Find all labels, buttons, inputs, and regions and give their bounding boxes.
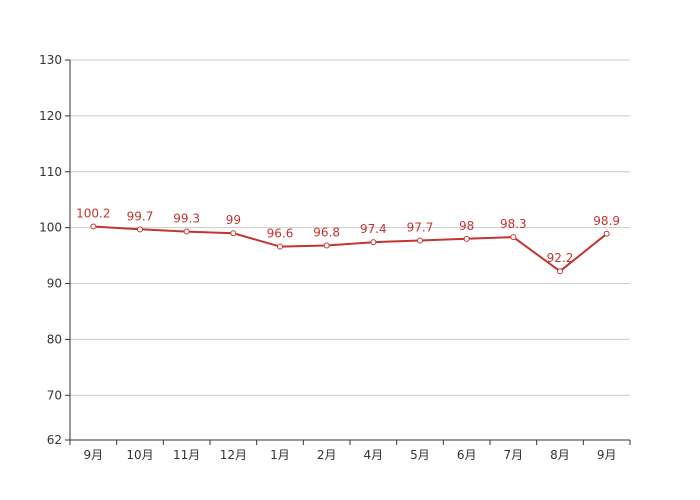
data-point [183,228,190,235]
data-label: 96.6 [267,227,294,241]
y-tick-label: 90 [47,277,62,291]
x-tick-label: 10月 [126,448,153,462]
data-label: 99.3 [173,212,200,226]
x-tick-label: 6月 [457,448,477,462]
data-point [557,268,563,275]
data-label: 98.3 [500,217,527,231]
data-point [137,226,143,233]
y-tick-label: 130 [39,53,62,67]
series-line [93,225,608,273]
x-tick-label: 4月 [364,448,384,462]
data-label: 99 [226,213,241,227]
x-tick-label: 7月 [504,448,524,462]
data-point [463,235,470,242]
y-tick-label: 62 [47,433,62,447]
data-point [323,242,330,249]
data-point [603,230,610,237]
data-point [510,234,517,241]
data-label: 97.7 [407,221,434,235]
x-tick-label: 9月 [84,448,104,462]
data-label: 99.7 [127,209,154,223]
data-label: 98.9 [593,214,620,228]
x-tick-label: 8月 [550,448,570,462]
x-tick-label: 5月 [410,448,430,462]
y-tick-label: 70 [47,388,62,402]
data-label: 92.2 [547,251,574,265]
x-tick-label: 12月 [220,448,247,462]
data-labels: 100.2 99.7 99.3 99 96.6 96.8 97.4 97.7 98 98.3 92.… [76,207,620,266]
data-label: 100.2 [76,207,110,221]
data-point [230,230,237,237]
grid-lines [70,59,630,396]
data-point [90,223,97,230]
y-tick-label: 100 [39,221,62,235]
y-tick-label: 80 [47,332,62,346]
x-tick-label: 11月 [173,448,200,462]
data-point [277,243,283,250]
y-tick-label: 110 [39,165,62,179]
x-tick-label: 1月 [270,448,290,462]
y-tick-label: 120 [39,109,62,123]
data-label: 97.4 [360,222,387,236]
axes: 62 70 80 90 100 110 120 130 9月 10月 11月 12月 1月 2月 4月 5月 6… [39,53,631,462]
x-tick-label: 9月 [597,448,617,462]
data-label: 96.8 [313,226,340,240]
data-label: 98 [459,219,474,233]
x-tick-label: 2月 [317,448,337,462]
data-point [370,239,377,246]
series-layer [90,223,610,275]
data-point [417,237,423,244]
